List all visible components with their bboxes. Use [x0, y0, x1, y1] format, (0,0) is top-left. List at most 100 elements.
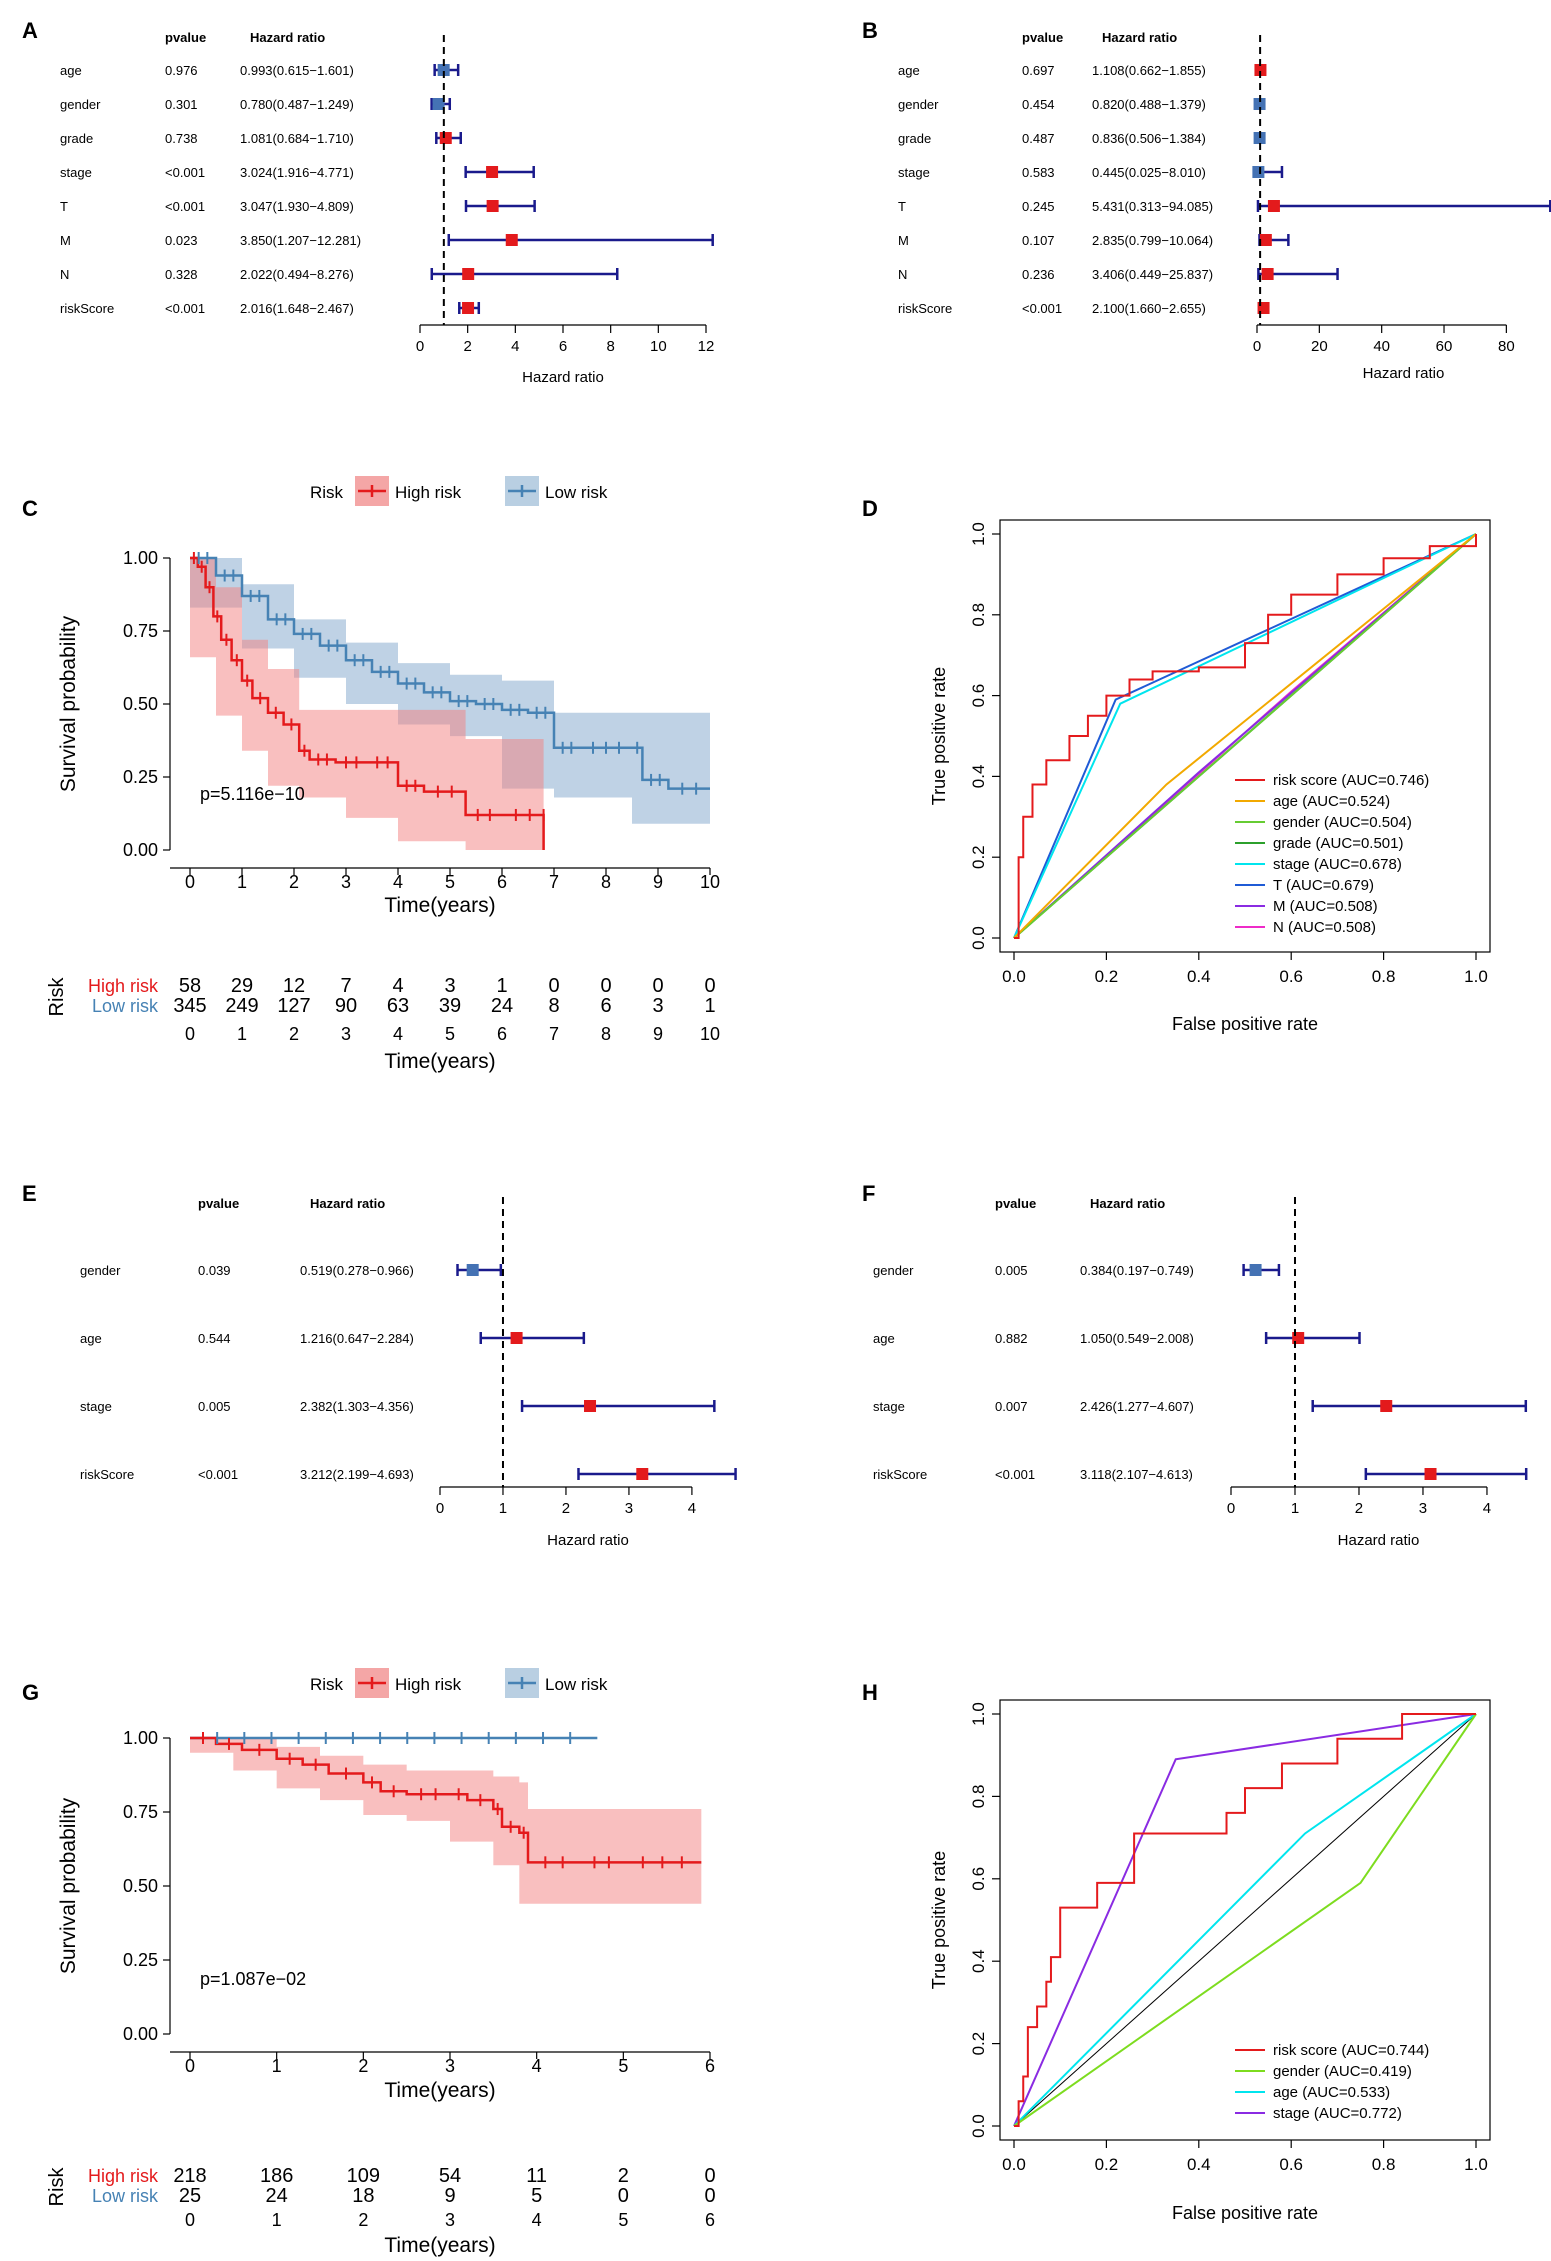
forest-row-hr: 3.850(1.207−12.281): [240, 233, 361, 248]
y-tick-label: 0.75: [123, 1802, 158, 1822]
hr-point: [1253, 98, 1266, 110]
roc-curve: [1013, 1713, 1477, 2127]
risk-table-count: 186: [260, 2165, 293, 2187]
forest-row-name: gender: [873, 1263, 914, 1278]
forest-row-pvalue: 0.738: [165, 131, 198, 146]
x-tick-label: 6: [559, 338, 567, 355]
y-axis-label: True positive rate: [929, 667, 949, 805]
forest-row-hr: 1.216(0.647−2.284): [300, 1331, 414, 1346]
legend-label: T (AUC=0.679): [1273, 877, 1374, 894]
forest-row-name: M: [60, 233, 71, 248]
x-tick-label: 2: [1355, 1500, 1363, 1517]
x-tick-label: 6: [497, 872, 507, 892]
forest-row-name: riskScore: [80, 1467, 134, 1482]
forest-row-hr: 2.100(1.660−2.655): [1092, 301, 1206, 316]
hr-point: [1292, 1332, 1305, 1344]
high-risk-ci: [190, 1738, 702, 1904]
forest-row-pvalue: <0.001: [198, 1467, 238, 1482]
legend-label: Low risk: [545, 1675, 608, 1694]
forest-row-hr: 3.406(0.449−25.837): [1092, 267, 1213, 282]
risk-table-tick-label: 5: [618, 2210, 628, 2230]
risk-table-tick-label: 2: [289, 1024, 299, 1044]
risk-table-count: 39: [439, 995, 461, 1017]
forest-row-pvalue: 0.005: [995, 1263, 1028, 1278]
x-tick-label: 60: [1436, 338, 1453, 355]
x-tick-label: 2: [463, 338, 471, 355]
y-tick-label: 0.75: [123, 621, 158, 641]
hr-point: [486, 200, 499, 212]
legend-label: age (AUC=0.524): [1273, 793, 1390, 810]
y-tick-label: 1.00: [123, 548, 158, 568]
x-tick-label: 0: [1253, 338, 1261, 355]
x-tick-label: 0.0: [1002, 967, 1026, 986]
y-tick-label: 0.00: [123, 2024, 158, 2044]
legend-label: N (AUC=0.508): [1273, 919, 1376, 936]
risk-table-count: 1: [496, 975, 507, 997]
x-tick-label: 10: [650, 338, 667, 355]
forest-row-hr: 3.212(2.199−4.693): [300, 1467, 414, 1482]
forest-row-hr: 0.993(0.615−1.601): [240, 63, 354, 78]
risk-table-count: 345: [173, 995, 206, 1017]
panel-label: F: [862, 1181, 875, 1206]
roc-panel-H: H 0.0 0.0 0.2 0.2 0.4 0.4 0.6 0.6 0.8 0.8 1.0 1.0 Fal…: [862, 1680, 1491, 2223]
forest-row-pvalue: 0.039: [198, 1263, 231, 1278]
hr-point: [1254, 64, 1267, 76]
x-tick-label: 1: [1291, 1500, 1299, 1517]
legend-label: grade (AUC=0.501): [1273, 835, 1404, 852]
high-risk-curve: [190, 1736, 702, 1864]
hr-point: [466, 1264, 479, 1276]
x-tick-label: 2: [289, 872, 299, 892]
forest-row-hr: 3.047(1.930−4.809): [240, 199, 354, 214]
risk-table-count: 0: [704, 2185, 715, 2207]
risk-table-tick-label: 7: [549, 1024, 559, 1044]
roc-curve: [1014, 534, 1477, 939]
panel-label: C: [22, 496, 38, 521]
x-tick-label: 0.2: [1095, 2155, 1119, 2174]
x-axis-label: Hazard ratio: [522, 369, 604, 386]
roc-curve: [1013, 533, 1477, 939]
risk-table-count: 12: [283, 975, 305, 997]
y-axis-label: Survival probability: [57, 1797, 80, 1974]
forest-row-pvalue: 0.882: [995, 1331, 1028, 1346]
y-tick-label: 0.00: [123, 840, 158, 860]
legend-label: risk score (AUC=0.746): [1273, 772, 1429, 789]
forest-row-hr: 0.836(0.506−1.384): [1092, 131, 1206, 146]
x-tick-label: 0.8: [1372, 967, 1396, 986]
forest-row-pvalue: 0.236: [1022, 267, 1055, 282]
x-tick-label: 2: [562, 1500, 570, 1517]
forest-row-pvalue: <0.001: [1022, 301, 1062, 316]
panel-label: G: [22, 1680, 39, 1705]
risk-table-tick-label: 1: [272, 2210, 282, 2230]
forest-row-hr: 1.050(0.549−2.008): [1080, 1331, 1194, 1346]
risk-table-row-label: High risk: [88, 976, 159, 996]
y-tick-label: 0.6: [969, 684, 988, 708]
risk-table-tick-label: 6: [705, 2210, 715, 2230]
risk-table-tick-label: 1: [237, 1024, 247, 1044]
y-tick-label: 1.0: [969, 522, 988, 546]
forest-row-name: stage: [898, 165, 930, 180]
x-axis-label: Time(years): [384, 894, 495, 917]
hazard-ratio-header: Hazard ratio: [1102, 30, 1177, 45]
risk-table-title: Risk: [46, 977, 68, 1017]
roc-curve: [1013, 533, 1477, 939]
risk-table-count: 109: [347, 2165, 380, 2187]
y-tick-label: 1.00: [123, 1728, 158, 1748]
hr-point: [1380, 1400, 1393, 1412]
x-tick-label: 4: [511, 338, 519, 355]
hazard-ratio-header: Hazard ratio: [250, 30, 325, 45]
x-tick-label: 7: [549, 872, 559, 892]
forest-row-name: riskScore: [60, 301, 114, 316]
x-tick-label: 5: [445, 872, 455, 892]
forest-row-name: N: [898, 267, 907, 282]
y-tick-label: 0.50: [123, 1876, 158, 1896]
risk-table-row-label: Low risk: [92, 2186, 159, 2206]
panel-label: E: [22, 1181, 37, 1206]
risk-table-count: 5: [531, 2185, 542, 2207]
x-tick-label: 20: [1311, 338, 1328, 355]
x-tick-label: 9: [653, 872, 663, 892]
risk-table-count: 24: [266, 2185, 288, 2207]
